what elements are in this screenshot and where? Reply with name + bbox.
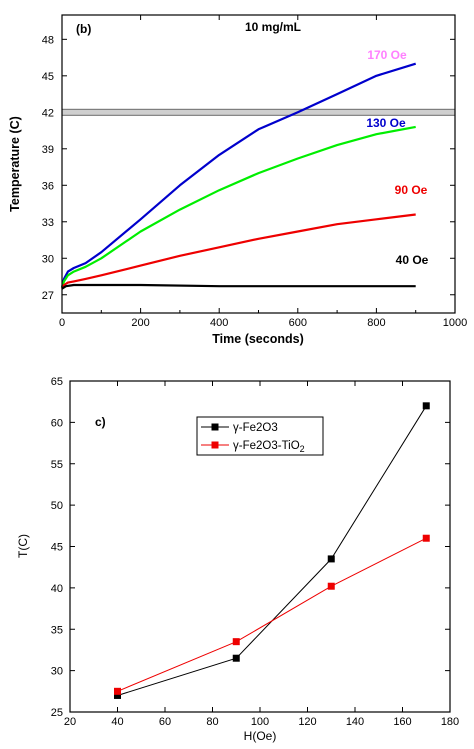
legend-marker bbox=[211, 441, 219, 449]
y-tick-label: 33 bbox=[42, 217, 54, 229]
chart-c: 20 40 60 80 100 120 140 160 180 25 30 35 40 45 50 55 60 6… bbox=[16, 376, 459, 743]
x-tick-label: 600 bbox=[289, 317, 307, 329]
x-tick-label: 40 bbox=[111, 716, 123, 728]
data-point bbox=[327, 582, 335, 590]
plot-frame bbox=[61, 14, 456, 314]
series-label: 170 Oe bbox=[367, 48, 407, 62]
x-tick-label: 0 bbox=[59, 317, 65, 329]
y-tick-label: 25 bbox=[51, 707, 63, 719]
series-label: 90 Oe bbox=[395, 183, 428, 197]
x-tick-label: 200 bbox=[131, 317, 149, 329]
series-line-3 bbox=[61, 213, 416, 290]
legend-box bbox=[196, 416, 324, 456]
series-line-0 bbox=[117, 405, 427, 696]
x-tick-label: 800 bbox=[367, 317, 385, 329]
y-axis-label: T(C) bbox=[16, 534, 30, 558]
series-label: 130 Oe bbox=[366, 116, 406, 130]
y-tick-label: 40 bbox=[51, 583, 63, 595]
x-tick-label: 60 bbox=[159, 716, 171, 728]
series-label: 40 Oe bbox=[396, 253, 429, 267]
y-axis-label: Temperature (C) bbox=[8, 116, 22, 212]
legend-label: γ-Fe2O3-TiO2 bbox=[233, 440, 305, 454]
data-point bbox=[327, 555, 335, 563]
x-axis-label: Time (seconds) bbox=[212, 332, 303, 346]
y-tick-label: 35 bbox=[51, 624, 63, 636]
x-tick-label: 120 bbox=[298, 716, 316, 728]
panel-label: (b) bbox=[76, 22, 91, 36]
x-axis-label: H(Oe) bbox=[244, 729, 277, 743]
x-tick-label: 1000 bbox=[443, 317, 467, 329]
y-tick-label: 48 bbox=[42, 34, 54, 46]
y-tick-label: 39 bbox=[42, 144, 54, 156]
y-tick-label: 45 bbox=[42, 71, 54, 83]
y-tick-label: 42 bbox=[42, 107, 54, 119]
legend-label: γ-Fe2O3 bbox=[233, 422, 278, 434]
y-tick-label: 36 bbox=[42, 180, 54, 192]
legend-marker bbox=[211, 423, 219, 431]
y-tick-label: 60 bbox=[51, 417, 63, 429]
series-line-1 bbox=[60, 62, 417, 288]
series-line-4 bbox=[61, 283, 416, 290]
x-tick-label: 400 bbox=[210, 317, 228, 329]
data-point bbox=[114, 691, 121, 699]
y-tick-label: 50 bbox=[51, 500, 63, 512]
chart-title: 10 mg/mL bbox=[245, 20, 301, 34]
x-tick-label: 140 bbox=[346, 716, 364, 728]
reference-line bbox=[61, 108, 456, 116]
y-tick-label: 27 bbox=[42, 290, 54, 302]
series-line-1 bbox=[117, 537, 427, 692]
y-tick-label: 30 bbox=[42, 253, 54, 265]
y-tick-label: 65 bbox=[51, 376, 63, 388]
y-tick-label: 55 bbox=[51, 459, 63, 471]
x-tick-label: 80 bbox=[206, 716, 218, 728]
y-tick-label: 45 bbox=[51, 542, 63, 554]
x-tick-label: 160 bbox=[393, 716, 411, 728]
series-line-2 bbox=[60, 125, 416, 288]
y-tick-label: 30 bbox=[51, 666, 63, 678]
data-point bbox=[422, 402, 430, 410]
plot-frame bbox=[69, 380, 451, 713]
chart-b: 0 200 400 600 800 1000 27 30 33 36 39 42 45 48 170 Oe 1… bbox=[8, 14, 467, 346]
data-point bbox=[114, 687, 121, 695]
x-tick-label: 100 bbox=[251, 716, 269, 728]
x-tick-label: 20 bbox=[64, 716, 76, 728]
legend: γ-Fe2O3 γ-Fe2O3-TiO2 bbox=[196, 416, 324, 456]
data-point bbox=[422, 534, 430, 542]
data-point bbox=[232, 638, 240, 646]
x-tick-label: 180 bbox=[441, 716, 459, 728]
panel-label: c) bbox=[95, 415, 106, 429]
data-point bbox=[232, 654, 240, 662]
